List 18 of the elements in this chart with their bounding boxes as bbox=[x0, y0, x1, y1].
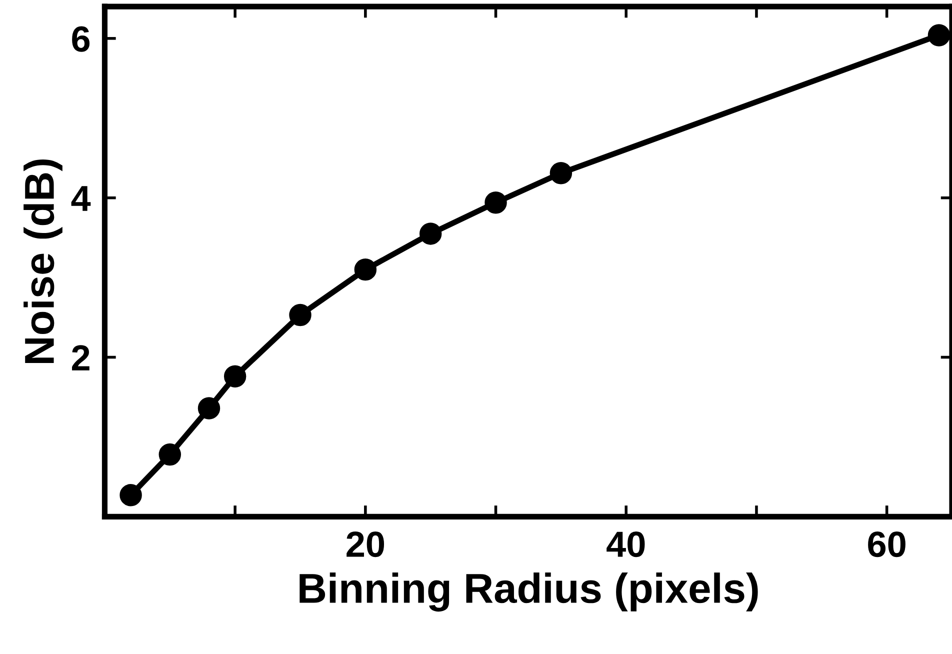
point bbox=[198, 397, 220, 420]
x-tick-label: 40 bbox=[606, 532, 645, 558]
point bbox=[120, 484, 142, 506]
point bbox=[289, 304, 312, 326]
y-tick-label: 6 bbox=[72, 26, 90, 52]
point bbox=[419, 222, 442, 245]
point bbox=[354, 258, 377, 281]
point bbox=[550, 162, 572, 184]
point bbox=[224, 365, 246, 388]
point bbox=[928, 24, 950, 46]
x-tick-label: 60 bbox=[868, 532, 906, 558]
y-axis-title: Noise (dB) bbox=[24, 160, 62, 363]
x-axis-title: Binning Radius (pixels) bbox=[300, 572, 758, 612]
y-tick-label: 2 bbox=[72, 345, 90, 370]
point bbox=[484, 192, 507, 214]
y-tick-label: 4 bbox=[71, 186, 91, 211]
point bbox=[158, 443, 182, 466]
x-tick-label: 20 bbox=[346, 532, 384, 558]
